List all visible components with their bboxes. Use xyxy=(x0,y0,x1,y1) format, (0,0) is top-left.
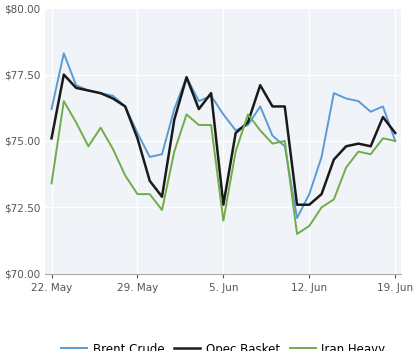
Opec Basket xyxy=(122,104,127,108)
Iran Heavy xyxy=(245,112,250,117)
Brent Crude xyxy=(245,123,250,127)
Brent Crude xyxy=(122,104,127,108)
Opec Basket xyxy=(245,120,250,125)
Opec Basket xyxy=(74,86,79,90)
Line: Brent Crude: Brent Crude xyxy=(51,53,395,218)
Opec Basket xyxy=(270,104,275,108)
Opec Basket xyxy=(295,203,300,207)
Brent Crude xyxy=(86,88,91,93)
Opec Basket xyxy=(86,88,91,93)
Iran Heavy xyxy=(172,150,177,154)
Brent Crude xyxy=(147,155,152,159)
Opec Basket xyxy=(331,158,336,162)
Line: Opec Basket: Opec Basket xyxy=(51,74,395,205)
Brent Crude xyxy=(257,104,263,108)
Brent Crude xyxy=(110,94,115,98)
Brent Crude xyxy=(98,91,103,95)
Iran Heavy xyxy=(319,205,324,210)
Opec Basket xyxy=(319,192,324,196)
Brent Crude xyxy=(196,99,201,103)
Brent Crude xyxy=(344,97,349,101)
Opec Basket xyxy=(209,91,214,95)
Brent Crude xyxy=(74,83,79,87)
Iran Heavy xyxy=(344,165,349,170)
Iran Heavy xyxy=(160,208,165,212)
Brent Crude xyxy=(61,51,66,55)
Iran Heavy xyxy=(184,112,189,117)
Brent Crude xyxy=(380,104,385,108)
Opec Basket xyxy=(184,75,189,79)
Iran Heavy xyxy=(147,192,152,196)
Iran Heavy xyxy=(356,150,361,154)
Iran Heavy xyxy=(74,120,79,125)
Opec Basket xyxy=(393,131,398,135)
Iran Heavy xyxy=(380,136,385,140)
Opec Basket xyxy=(135,136,140,140)
Brent Crude xyxy=(356,99,361,103)
Brent Crude xyxy=(368,110,373,114)
Opec Basket xyxy=(233,131,238,135)
Brent Crude xyxy=(331,91,336,95)
Brent Crude xyxy=(184,75,189,79)
Opec Basket xyxy=(368,144,373,148)
Iran Heavy xyxy=(135,192,140,196)
Brent Crude xyxy=(172,107,177,111)
Opec Basket xyxy=(61,72,66,77)
Iran Heavy xyxy=(61,99,66,103)
Opec Basket xyxy=(49,136,54,140)
Opec Basket xyxy=(172,118,177,122)
Brent Crude xyxy=(135,131,140,135)
Opec Basket xyxy=(380,115,385,119)
Opec Basket xyxy=(110,97,115,101)
Opec Basket xyxy=(282,104,287,108)
Iran Heavy xyxy=(282,139,287,143)
Brent Crude xyxy=(307,192,312,196)
Opec Basket xyxy=(147,179,152,183)
Brent Crude xyxy=(209,94,214,98)
Brent Crude xyxy=(282,144,287,148)
Iran Heavy xyxy=(98,126,103,130)
Iran Heavy xyxy=(221,219,226,223)
Iran Heavy xyxy=(196,123,201,127)
Brent Crude xyxy=(233,128,238,132)
Opec Basket xyxy=(356,141,361,146)
Opec Basket xyxy=(257,83,263,87)
Opec Basket xyxy=(98,91,103,95)
Line: Iran Heavy: Iran Heavy xyxy=(51,101,395,234)
Brent Crude xyxy=(221,112,226,117)
Legend: Brent Crude, Opec Basket, Iran Heavy: Brent Crude, Opec Basket, Iran Heavy xyxy=(56,338,390,351)
Iran Heavy xyxy=(233,150,238,154)
Iran Heavy xyxy=(307,224,312,228)
Iran Heavy xyxy=(257,128,263,132)
Iran Heavy xyxy=(368,152,373,156)
Brent Crude xyxy=(319,155,324,159)
Brent Crude xyxy=(393,139,398,143)
Iran Heavy xyxy=(393,139,398,143)
Brent Crude xyxy=(295,216,300,220)
Iran Heavy xyxy=(49,181,54,186)
Iran Heavy xyxy=(331,197,336,201)
Brent Crude xyxy=(160,152,165,156)
Opec Basket xyxy=(344,144,349,148)
Iran Heavy xyxy=(86,144,91,148)
Opec Basket xyxy=(196,107,201,111)
Iran Heavy xyxy=(295,232,300,236)
Iran Heavy xyxy=(110,147,115,151)
Iran Heavy xyxy=(209,123,214,127)
Brent Crude xyxy=(49,107,54,111)
Brent Crude xyxy=(270,133,275,138)
Iran Heavy xyxy=(270,141,275,146)
Opec Basket xyxy=(307,203,312,207)
Opec Basket xyxy=(221,203,226,207)
Opec Basket xyxy=(160,195,165,199)
Iran Heavy xyxy=(122,173,127,178)
